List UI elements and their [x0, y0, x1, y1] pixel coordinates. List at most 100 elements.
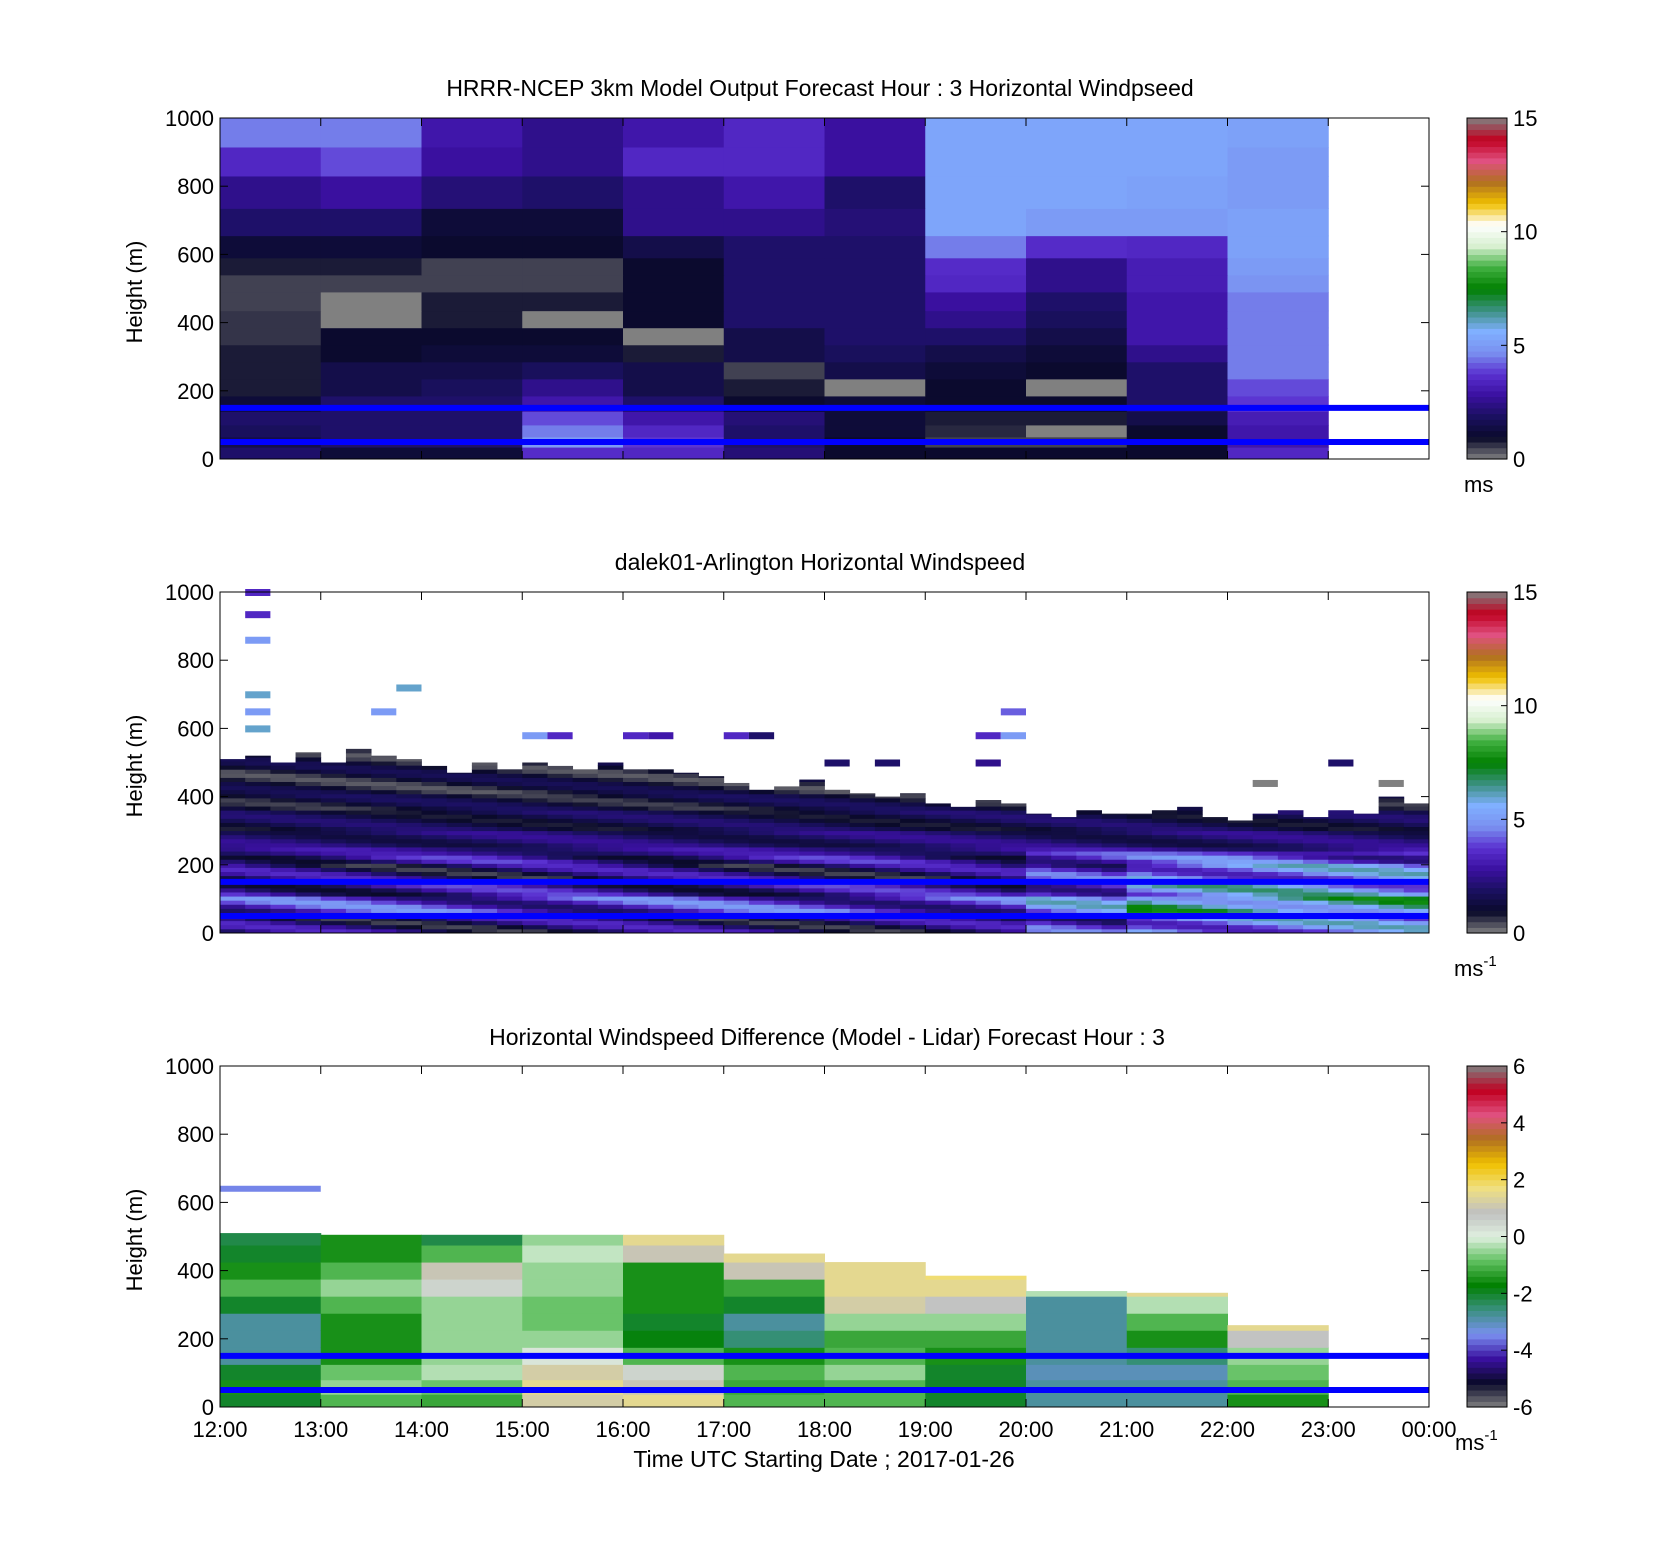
- colorbar-swatch: [1467, 819, 1507, 826]
- heatmap-cell: [396, 847, 422, 852]
- heatmap-cell: [421, 785, 448, 791]
- heatmap-cell: [345, 769, 372, 774]
- heatmap-cell: [396, 814, 422, 819]
- heatmap-cell: [824, 883, 851, 889]
- heatmap-cell: [1101, 818, 1128, 823]
- heatmap-cell: [1328, 924, 1354, 930]
- heatmap-cell: [1378, 883, 1405, 889]
- heatmap-cell: [673, 781, 699, 787]
- x-tick-label: 15:00: [495, 1417, 550, 1442]
- heatmap-cell: [1026, 883, 1052, 889]
- heatmap-cell: [648, 785, 674, 791]
- heatmap-cell: [824, 842, 851, 848]
- heatmap-cell: [1126, 361, 1228, 380]
- heatmap-cell: [799, 887, 825, 893]
- heatmap-cell: [522, 424, 624, 438]
- heatmap-cell: [421, 118, 523, 148]
- heatmap-cell: [648, 822, 674, 828]
- heatmap-cell: [220, 867, 246, 873]
- heatmap-cell: [1303, 847, 1329, 852]
- heatmap-cell: [849, 838, 876, 844]
- heatmap-cell: [1202, 924, 1228, 930]
- heatmap-cell: [1252, 826, 1279, 832]
- heatmap-cell: [1403, 924, 1430, 930]
- colorbar-swatch: [1467, 859, 1507, 866]
- heatmap-cell: [1026, 1296, 1128, 1314]
- heatmap-cell: [1277, 892, 1304, 897]
- heatmap-cell: [1328, 867, 1354, 873]
- heatmap-cell: [673, 834, 699, 840]
- heatmap-cell: [673, 924, 699, 930]
- heatmap-cell: [1378, 871, 1405, 877]
- heatmap-cell: [849, 851, 876, 856]
- colorbar-swatch: [1467, 430, 1507, 437]
- heatmap-cell: [1026, 826, 1052, 832]
- heatmap-cell: [471, 847, 498, 852]
- heatmap-cell: [698, 806, 725, 811]
- heatmap-cell: [345, 802, 372, 807]
- heatmap-cell: [547, 896, 574, 901]
- heatmap-cell: [270, 842, 296, 848]
- heatmap-cell: [1303, 855, 1329, 860]
- heatmap-cell: [723, 291, 825, 312]
- heatmap-cell: [547, 855, 574, 860]
- heatmap-cell: [320, 859, 347, 864]
- heatmap-cell: [1177, 924, 1203, 930]
- heatmap-cell: [446, 896, 473, 901]
- heatmap-cell: [874, 759, 901, 767]
- heatmap-cell: [320, 797, 347, 803]
- heatmap-cell: [1353, 859, 1380, 864]
- heatmap-cell: [522, 257, 624, 276]
- heatmap-cell: [345, 789, 372, 795]
- heatmap-cell: [824, 871, 851, 877]
- heatmap-cell: [345, 761, 372, 766]
- colorbar-swatch: [1467, 614, 1507, 622]
- heatmap-cell: [1177, 900, 1203, 905]
- heatmap-cell: [245, 920, 271, 926]
- heatmap-cell: [1177, 859, 1203, 864]
- heatmap-cell: [245, 806, 271, 811]
- heatmap-cell: [723, 793, 750, 799]
- heatmap-cell: [220, 871, 246, 877]
- heatmap-cell: [1051, 871, 1077, 877]
- colorbar-swatch: [1467, 1111, 1507, 1118]
- heatmap-cell: [270, 867, 296, 873]
- heatmap-cell: [421, 818, 448, 823]
- heatmap-cell: [597, 887, 624, 893]
- heatmap-cell: [597, 777, 624, 782]
- heatmap-cell: [799, 924, 825, 930]
- heatmap-cell: [320, 361, 422, 380]
- heatmap-cell: [421, 834, 448, 840]
- heatmap-cell: [1403, 826, 1430, 832]
- heatmap-cell: [774, 830, 800, 836]
- heatmap-cell: [698, 838, 725, 844]
- heatmap-cell: [497, 920, 523, 926]
- colorbar-unit-base: ms: [1454, 956, 1483, 981]
- heatmap-cell: [522, 344, 624, 363]
- heatmap-cell: [270, 920, 296, 926]
- heatmap-cell: [824, 378, 926, 397]
- heatmap-cell: [1227, 411, 1329, 426]
- y-tick-label: 600: [177, 1190, 214, 1215]
- heatmap-cell: [1353, 875, 1380, 881]
- heatmap-cell: [1303, 830, 1329, 836]
- heatmap-cell: [1353, 904, 1380, 909]
- heatmap-cell: [1328, 875, 1354, 881]
- heatmap-cell: [1202, 830, 1228, 836]
- reference-lines: [220, 1352, 1429, 1393]
- heatmap-cell: [1378, 908, 1405, 913]
- heatmap-cell: [824, 291, 926, 312]
- heatmap-cell: [1000, 859, 1027, 864]
- heatmap-cell: [371, 834, 397, 840]
- heatmap-cell: [623, 814, 649, 819]
- heatmap-cell: [1151, 924, 1178, 930]
- heatmap-cell: [1277, 842, 1304, 848]
- heatmap-cell: [295, 826, 322, 832]
- colorbar-swatch: [1467, 637, 1507, 644]
- heatmap-cell: [1076, 867, 1102, 873]
- heatmap-cell: [522, 781, 548, 787]
- heatmap-cell: [396, 859, 422, 864]
- heatmap-cell: [497, 851, 523, 856]
- heatmap-cell: [522, 310, 624, 329]
- heatmap-cell: [698, 810, 725, 815]
